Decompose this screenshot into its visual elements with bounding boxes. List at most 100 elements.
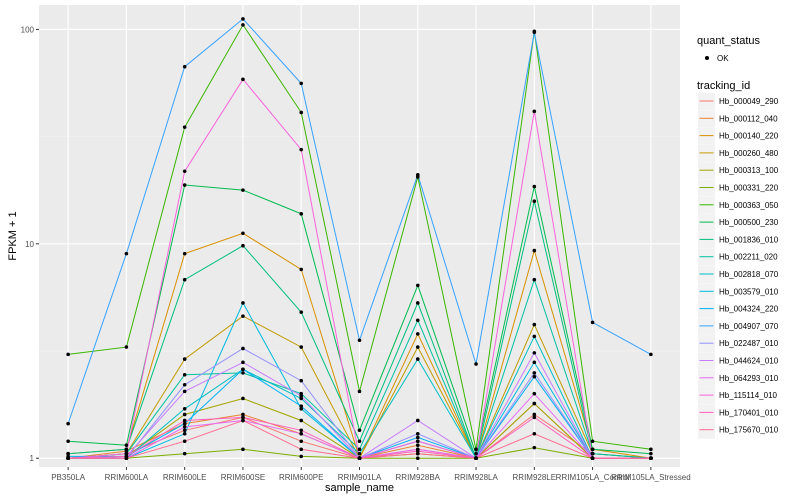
data-point: [124, 443, 129, 448]
legend-quant-status-label: OK: [717, 54, 729, 63]
data-point: [299, 110, 304, 115]
data-point: [182, 389, 187, 394]
data-point: [590, 439, 595, 444]
legend-label: Hb_002211_020: [719, 253, 778, 262]
data-point: [357, 439, 362, 444]
data-point: [532, 415, 537, 420]
data-points: [66, 17, 653, 461]
legend-label: Hb_000500_230: [719, 218, 779, 227]
x-tick-label: RRIM928LA: [454, 473, 498, 482]
data-point: [124, 251, 129, 256]
data-point: [415, 283, 420, 288]
data-point: [182, 418, 187, 423]
data-point: [532, 109, 537, 114]
data-point: [532, 248, 537, 253]
legend-label: Hb_004324_220: [719, 305, 779, 314]
data-point: [415, 418, 420, 423]
data-point: [532, 412, 537, 417]
data-point: [415, 357, 420, 361]
x-tick-label: RRIM928LE: [513, 473, 557, 482]
data-point: [415, 435, 420, 440]
data-point: [415, 345, 420, 349]
y-tick-label: 100: [21, 25, 35, 34]
data-point: [532, 184, 537, 189]
data-point: [241, 346, 245, 351]
data-point: [241, 301, 245, 305]
legend-quant-status: quant_status OK: [697, 35, 760, 63]
data-point: [299, 404, 304, 408]
data-point: [357, 338, 362, 343]
legend-label: Hb_000363_050: [719, 201, 779, 210]
legend-label: Hb_000112_040: [719, 114, 778, 123]
data-point: [241, 371, 245, 375]
legend-label: Hb_004907_070: [719, 322, 779, 331]
x-tick-label: PB350LA: [51, 473, 85, 482]
legend-label: Hb_001836_010: [719, 235, 779, 244]
data-point: [241, 23, 245, 27]
x-tick-label: RRIM600SE: [221, 473, 265, 482]
data-point: [182, 183, 187, 187]
x-tick-label: RRIM928BA: [396, 473, 441, 482]
legend-label: Hb_000260_480: [719, 149, 779, 158]
data-point: [182, 407, 187, 411]
data-point: [415, 439, 420, 444]
legend-label: Hb_000313_100: [719, 166, 779, 175]
data-point: [649, 352, 653, 357]
data-point: [241, 231, 245, 236]
data-point: [299, 267, 304, 272]
data-point: [182, 277, 187, 282]
data-point: [182, 169, 187, 174]
data-point: [357, 428, 362, 433]
y-tick-label: 1: [30, 454, 35, 463]
data-point: [415, 318, 420, 323]
data-point: [241, 314, 245, 318]
data-point: [299, 428, 304, 433]
x-axis-title: sample_name: [325, 482, 394, 494]
legend-label: Hb_000140_220: [719, 132, 779, 141]
data-point: [124, 345, 129, 349]
x-tick-label: RRIM600PE: [279, 473, 323, 482]
legend-label: Hb_003579_010: [719, 287, 779, 296]
data-point: [241, 415, 245, 420]
data-point: [182, 125, 187, 129]
legend-label: Hb_170401_010: [719, 408, 779, 417]
data-point: [182, 357, 187, 361]
data-point: [299, 310, 304, 314]
data-point: [182, 372, 187, 377]
data-point: [182, 451, 187, 456]
data-point: [415, 332, 420, 336]
data-point: [590, 320, 595, 325]
data-point: [532, 30, 537, 35]
data-point: [299, 378, 304, 383]
data-point: [124, 447, 129, 452]
data-point: [532, 277, 537, 282]
x-tick-label: RRIM600LA: [105, 473, 149, 482]
data-point: [241, 396, 245, 401]
data-point: [299, 439, 304, 444]
data-point: [532, 374, 537, 379]
data-point: [532, 351, 537, 355]
data-point: [532, 199, 537, 204]
data-point: [590, 456, 595, 461]
data-point: [474, 362, 478, 366]
data-point: [182, 251, 187, 256]
legend-quant-status-key: [705, 56, 709, 60]
data-point: [182, 383, 187, 387]
data-point: [532, 431, 537, 436]
data-point: [415, 301, 420, 305]
data-point: [182, 425, 187, 429]
data-point: [182, 412, 187, 417]
data-point: [241, 360, 245, 365]
data-point: [182, 421, 187, 426]
data-point: [182, 439, 187, 444]
legend-label: Hb_000049_290: [719, 97, 779, 106]
data-point: [299, 447, 304, 452]
data-point: [241, 188, 245, 192]
data-point: [299, 418, 304, 423]
x-tick-label: RRIM600LE: [163, 473, 207, 482]
data-point: [357, 389, 362, 394]
data-point: [357, 456, 362, 461]
x-axis: PB350LA RRIM600LA RRIM600LE RRIM600SE RRIM60…: [51, 467, 691, 482]
data-point: [649, 451, 653, 456]
